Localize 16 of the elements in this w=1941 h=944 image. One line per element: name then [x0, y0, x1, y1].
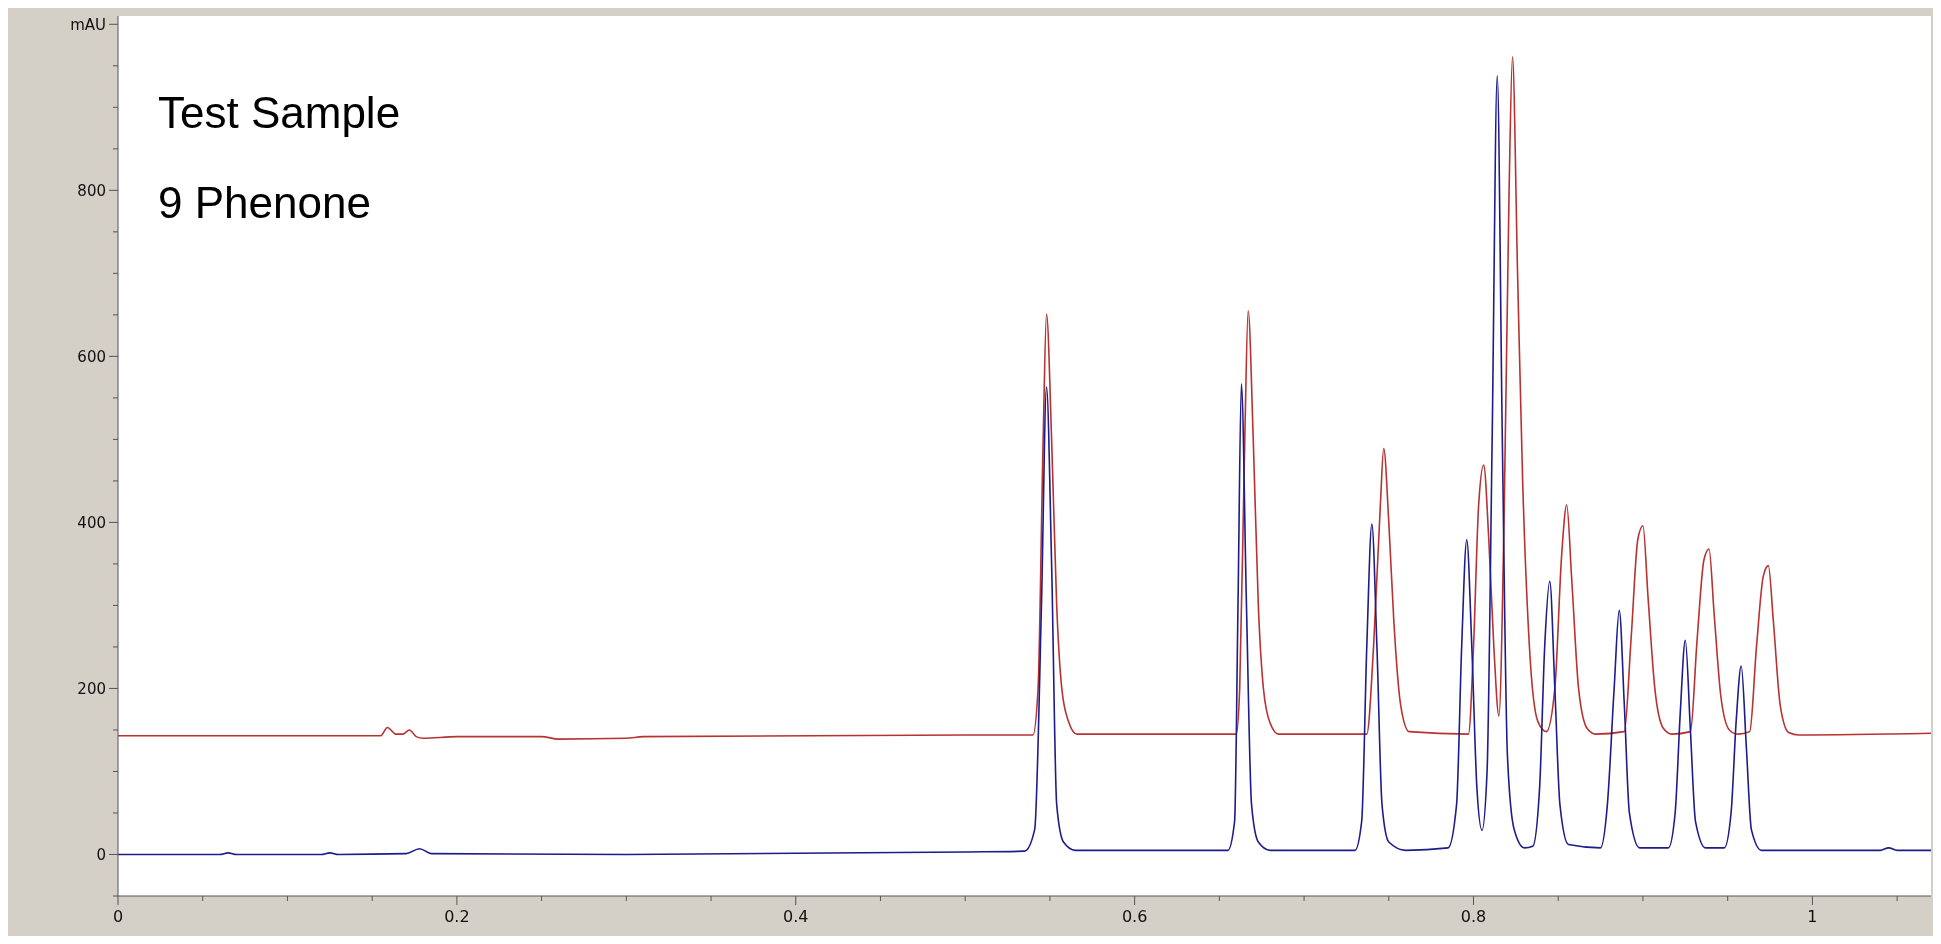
y-tick-label: 200 [77, 679, 106, 698]
x-tick-label: 0.6 [1121, 907, 1148, 926]
x-tick-label: 0.8 [1460, 907, 1487, 926]
x-tick-label: 0.2 [444, 907, 470, 926]
line-series [117, 55, 1932, 740]
x-tick-label: 1 [1807, 907, 1818, 926]
text: 9 Phenone [158, 178, 371, 227]
text: Test Sample [158, 88, 401, 137]
y-tick-label: mAU [70, 15, 106, 34]
x-tick-label: 0 [112, 907, 124, 926]
y-tick-label: 400 [77, 513, 106, 532]
x-tick-label: 0.4 [783, 907, 809, 926]
y-tick-label: 800 [77, 181, 106, 200]
line-series [117, 74, 1932, 856]
y-tick-label: 600 [77, 347, 106, 366]
y-tick-label: 0 [96, 845, 106, 864]
